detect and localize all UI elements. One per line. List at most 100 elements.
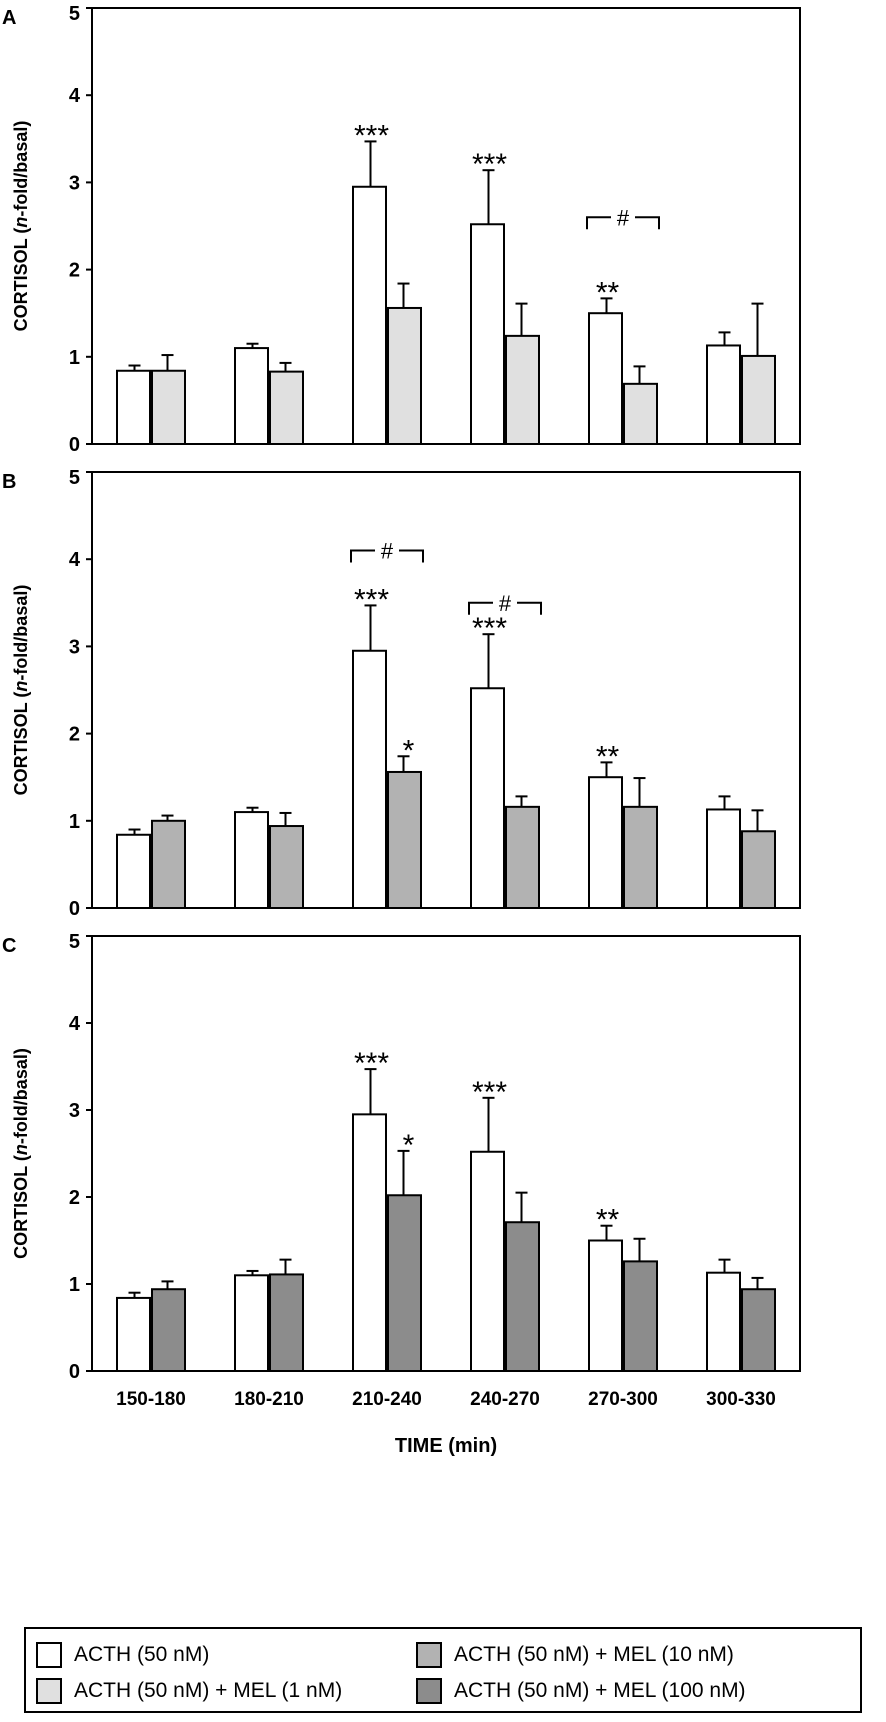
y-tick-label: 0 xyxy=(69,434,80,456)
bar xyxy=(623,805,658,910)
y-tick-label: 1 xyxy=(69,347,80,369)
legend-item-acth: ACTH (50 nM) xyxy=(36,1640,209,1670)
bar xyxy=(234,1274,269,1373)
bar xyxy=(151,369,186,446)
bar xyxy=(706,1271,741,1372)
bar xyxy=(706,808,741,909)
y-axis-label: CORTISOL (n-fold/basal) xyxy=(11,1048,31,1259)
legend-label-acth-mel-100: ACTH (50 nM) + MEL (100 nM) xyxy=(454,1679,746,1702)
bar xyxy=(116,1296,151,1373)
bracket-left xyxy=(468,601,493,615)
panel-label: C xyxy=(2,935,16,957)
bar xyxy=(269,1273,304,1373)
significance-marker: *** xyxy=(354,1047,389,1080)
legend-label-acth-mel-10: ACTH (50 nM) + MEL (10 nM) xyxy=(454,1643,734,1666)
bar xyxy=(470,1150,505,1373)
bar xyxy=(234,811,269,910)
bracket-left xyxy=(350,549,375,563)
y-axis-label: CORTISOL (n-fold/basal) xyxy=(11,585,31,796)
y-axis-label: CORTISOL (n-fold/basal) xyxy=(11,121,31,332)
bar xyxy=(116,833,151,910)
bar xyxy=(623,1260,658,1373)
bar xyxy=(387,1194,422,1373)
significance-marker: *** xyxy=(354,119,389,152)
bar xyxy=(352,185,387,445)
x-tick-label: 180-210 xyxy=(234,1389,304,1410)
x-tick-label: 300-330 xyxy=(706,1389,776,1410)
bar xyxy=(234,347,269,445)
legend-swatch-acth-mel-10 xyxy=(416,1642,442,1668)
y-tick-label: 5 xyxy=(69,3,80,25)
panel-c: C 0 1 2 3 4 5 CORTISOL (n-fold/basal) 150-180 180… xyxy=(2,931,801,1457)
bar xyxy=(470,223,505,445)
legend-item-acth-mel-100: ACTH (50 nM) + MEL (100 nM) xyxy=(416,1676,746,1706)
bar xyxy=(505,1221,540,1372)
y-tick-label: 4 xyxy=(69,85,81,107)
bar xyxy=(387,306,422,445)
y-tick-label: 0 xyxy=(69,1361,80,1383)
y-tick-label: 2 xyxy=(69,260,80,282)
legend-item-acth-mel-10: ACTH (50 nM) + MEL (10 nM) xyxy=(416,1640,734,1670)
legend-label-acth: ACTH (50 nM) xyxy=(74,1643,210,1666)
y-tick-label: 1 xyxy=(69,811,80,833)
bracket-right xyxy=(399,549,424,563)
bar xyxy=(269,825,304,909)
bar xyxy=(706,344,741,445)
x-tick-label: 240-270 xyxy=(470,1389,540,1410)
y-tick-label: 5 xyxy=(69,931,80,953)
x-tick-label: 150-180 xyxy=(116,1389,186,1410)
bar xyxy=(151,819,186,909)
x-tick-label: 210-240 xyxy=(352,1389,422,1410)
legend-swatch-acth-mel-1 xyxy=(36,1678,62,1704)
bar xyxy=(623,382,658,445)
bar xyxy=(505,805,540,910)
y-tick-label: 0 xyxy=(69,898,80,920)
bracket-label: # xyxy=(617,205,630,230)
bar xyxy=(741,1288,776,1372)
y-tick-label: 2 xyxy=(69,724,80,746)
y-tick-label: 4 xyxy=(69,549,81,571)
bar xyxy=(470,687,505,909)
significance-marker: *** xyxy=(354,583,389,616)
legend-item-acth-mel-1: ACTH (50 nM) + MEL (1 nM) xyxy=(36,1676,342,1706)
legend-swatch-acth-mel-100 xyxy=(416,1678,442,1704)
significance-marker: ** xyxy=(596,1204,620,1237)
panel-label: B xyxy=(2,471,16,493)
y-tick-label: 5 xyxy=(69,467,80,489)
panel-label: A xyxy=(2,7,16,29)
bracket-left xyxy=(586,216,611,230)
bar xyxy=(741,830,776,909)
significance-marker: *** xyxy=(472,148,507,181)
plot-frame xyxy=(91,7,801,445)
y-tick-label: 2 xyxy=(69,1187,80,1209)
significance-marker: *** xyxy=(472,612,507,645)
bracket-label: # xyxy=(499,591,512,616)
significance-marker: ** xyxy=(596,740,620,773)
bar xyxy=(588,312,623,446)
bracket-right xyxy=(635,216,660,230)
x-tick-label: 270-300 xyxy=(588,1389,658,1410)
bar xyxy=(588,776,623,910)
legend: ACTH (50 nM) ACTH (50 nM) + MEL (10 nM) … xyxy=(24,1627,862,1713)
significance-marker: * xyxy=(403,734,415,767)
significance-marker: * xyxy=(403,1129,415,1162)
y-tick-label: 3 xyxy=(69,172,80,194)
bar xyxy=(505,334,540,446)
plot-frame xyxy=(91,935,801,1372)
y-tick-label: 3 xyxy=(69,1100,80,1122)
plot-frame xyxy=(91,471,801,909)
significance-marker: *** xyxy=(472,1076,507,1109)
y-tick-label: 4 xyxy=(69,1013,81,1035)
legend-label-acth-mel-1: ACTH (50 nM) + MEL (1 nM) xyxy=(74,1679,343,1702)
x-axis-label: TIME (min) xyxy=(395,1435,497,1457)
bar xyxy=(588,1239,623,1372)
bar xyxy=(352,1113,387,1372)
bar xyxy=(269,370,304,445)
bracket-label: # xyxy=(381,538,394,563)
significance-marker: ** xyxy=(596,276,620,309)
bar xyxy=(741,354,776,446)
bar xyxy=(387,770,422,910)
